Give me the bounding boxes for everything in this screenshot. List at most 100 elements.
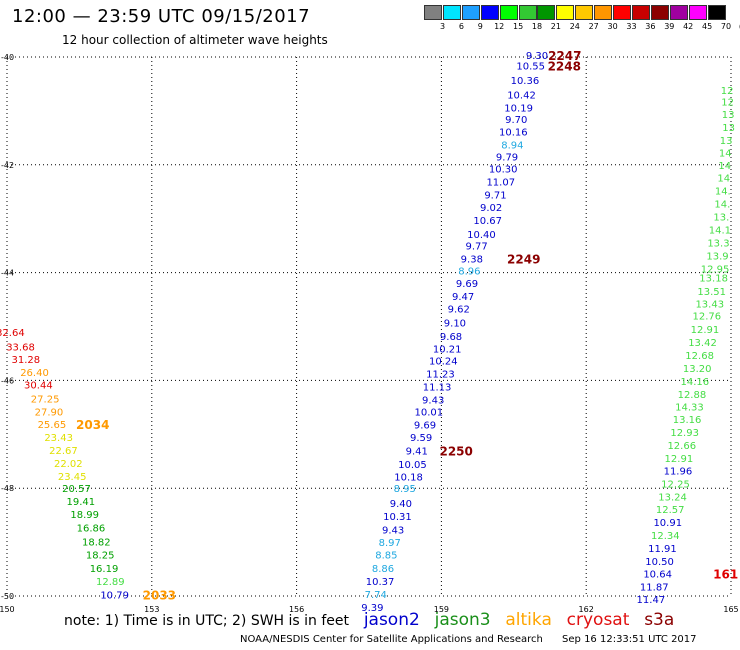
color-scale-label: 12	[494, 22, 505, 31]
data-label: 18.25	[86, 550, 115, 561]
color-swatch	[575, 5, 594, 20]
data-label: 9.70	[505, 115, 527, 126]
data-label: 10.67	[473, 216, 502, 227]
data-label: 9.30	[526, 51, 548, 62]
color-swatch	[442, 5, 461, 20]
y-tick-label: -40	[1, 53, 14, 62]
data-label: 10.01	[415, 408, 444, 419]
data-label: 25.65	[38, 420, 67, 431]
time-annotation: 2250	[439, 444, 472, 458]
color-scale-label: 6	[458, 22, 464, 31]
time-annotation: 2248	[548, 60, 581, 74]
data-label: 10.55	[516, 62, 545, 73]
time-annotation: 2247	[548, 49, 581, 63]
footer-credit: NOAA/NESDIS Center for Satellite Applica…	[240, 634, 543, 645]
data-label: 10.64	[643, 569, 672, 580]
color-swatch	[707, 5, 726, 20]
color-swatch	[613, 5, 631, 20]
data-label: 10.36	[511, 76, 540, 87]
data-label: 9.40	[390, 499, 412, 510]
data-label: 9.43	[422, 395, 444, 406]
color-swatch	[594, 5, 613, 20]
color-swatch	[631, 5, 650, 20]
data-label: 9.41	[406, 446, 428, 457]
data-label: 20.57	[62, 484, 91, 495]
color-scale-label: 21	[550, 22, 561, 31]
data-label: 10.37	[366, 577, 395, 588]
data-label: 10.50	[645, 557, 674, 568]
data-label: 18.82	[82, 538, 111, 549]
data-label: 8.95	[394, 484, 416, 495]
data-label: 14.33	[675, 402, 704, 413]
data-label: 9.62	[448, 305, 470, 316]
data-label: 33.68	[6, 342, 35, 353]
data-label: 8.85	[375, 550, 397, 561]
legend-jason3: jason3	[434, 610, 491, 630]
data-label: 9.38	[461, 255, 483, 266]
data-label: 11.23	[426, 369, 455, 380]
data-label: 9.77	[466, 242, 488, 253]
data-label: 14	[719, 148, 732, 159]
legend-altika: altika	[505, 610, 552, 630]
data-label: 10.42	[507, 91, 536, 102]
data-label: 10.31	[383, 512, 412, 523]
data-label: 8.97	[379, 538, 401, 549]
data-label: 14	[718, 161, 731, 172]
data-label: 10.21	[433, 345, 462, 356]
data-label: 9.43	[382, 526, 404, 537]
color-scale-label: 36	[645, 22, 656, 31]
data-label: 14.	[714, 200, 730, 211]
data-label: 12.95	[701, 264, 730, 275]
data-label: 9.02	[480, 203, 502, 214]
data-label: 9.79	[496, 153, 518, 164]
color-swatch	[669, 5, 688, 20]
data-label: 14.16	[680, 377, 709, 388]
color-scale-label: 42	[683, 22, 694, 31]
data-label: 12.34	[651, 531, 680, 542]
data-label: 22.02	[54, 459, 83, 470]
data-label: 10.24	[429, 356, 458, 367]
data-label: 23.45	[58, 472, 87, 483]
data-label: 12.76	[693, 312, 722, 323]
time-annotation: 161	[713, 567, 738, 581]
time-annotation: 2033	[143, 588, 176, 602]
data-label: 10.91	[653, 518, 682, 529]
data-label: 12.57	[656, 505, 685, 516]
data-label: 12.66	[667, 441, 696, 452]
data-label: 13.43	[695, 299, 724, 310]
data-label: 13	[720, 136, 733, 147]
y-tick-label: -50	[1, 592, 14, 601]
data-label: 30.44	[24, 381, 53, 392]
data-label: 13.16	[673, 415, 702, 426]
data-label: 18.99	[70, 510, 99, 521]
data-label: 13.24	[658, 492, 687, 503]
data-label: 14.	[715, 187, 731, 198]
color-scale-label: 9	[477, 22, 483, 31]
data-label: 12	[721, 86, 734, 97]
data-label: 11.96	[664, 466, 693, 477]
data-label: 19.41	[67, 497, 96, 508]
data-label: 13.20	[683, 364, 712, 375]
color-scale-label: 70	[720, 22, 732, 31]
y-tick-label: -48	[1, 484, 14, 493]
data-label: 23.43	[44, 433, 73, 444]
data-label: 11.47	[637, 595, 666, 606]
legend-jason2: jason2	[363, 610, 420, 630]
data-label: 14.1	[709, 225, 731, 236]
color-scale-label: 45	[702, 22, 713, 31]
legend-s3a: s3a	[644, 610, 675, 630]
color-swatch	[480, 5, 499, 20]
y-tick-label: -42	[1, 161, 14, 170]
satellite-legend: note: 1) Time is in UTC; 2) SWH is in fe…	[64, 610, 740, 630]
data-label: 12.88	[678, 390, 707, 401]
color-swatch	[499, 5, 518, 20]
color-scale-label: 18	[531, 22, 543, 31]
data-label: 9.59	[410, 433, 432, 444]
data-label: 22.67	[49, 446, 78, 457]
data-label: 10.16	[499, 127, 528, 138]
color-swatch	[650, 5, 669, 20]
data-label: 9.39	[361, 603, 383, 614]
data-label: 13.42	[688, 338, 717, 349]
color-swatch	[424, 5, 442, 20]
x-tick-label: 156	[289, 605, 304, 614]
